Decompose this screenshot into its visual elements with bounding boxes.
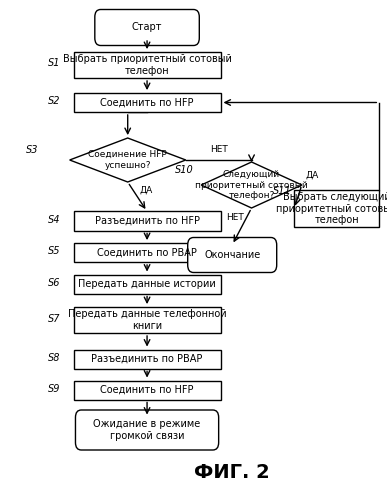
Text: ФИГ. 2: ФИГ. 2: [194, 463, 270, 482]
Text: S7: S7: [48, 314, 60, 324]
FancyBboxPatch shape: [188, 238, 277, 272]
Text: Окончание: Окончание: [204, 250, 260, 260]
Text: Выбрать приоритетный сотовый
телефон: Выбрать приоритетный сотовый телефон: [63, 54, 231, 76]
Text: Передать данные телефонной
книги: Передать данные телефонной книги: [68, 309, 226, 331]
Polygon shape: [201, 162, 302, 208]
Text: S10: S10: [175, 165, 194, 175]
Text: S2: S2: [48, 96, 60, 106]
Text: Соединить по HFP: Соединить по HFP: [100, 385, 194, 395]
Text: Соединение HFP
успешно?: Соединение HFP успешно?: [88, 150, 167, 170]
FancyBboxPatch shape: [95, 10, 199, 46]
Text: Разъединить по PBAP: Разъединить по PBAP: [91, 354, 203, 364]
Text: ДА: ДА: [139, 186, 152, 195]
Bar: [74, 52, 221, 78]
Text: Выбрать следующий
приоритетный сотовый
телефон: Выбрать следующий приоритетный сотовый т…: [276, 192, 387, 225]
Bar: [294, 190, 379, 227]
Text: S4: S4: [48, 215, 60, 225]
Bar: [74, 307, 221, 333]
Bar: [74, 212, 221, 231]
Text: S3: S3: [26, 145, 39, 155]
Text: Соединить по HFP: Соединить по HFP: [100, 98, 194, 108]
Text: Передать данные истории: Передать данные истории: [78, 279, 216, 289]
Bar: [74, 274, 221, 293]
Text: S8: S8: [48, 353, 60, 363]
Text: S6: S6: [48, 278, 60, 288]
Bar: [74, 93, 221, 112]
Text: S5: S5: [48, 246, 60, 256]
Text: Соединить по PBAP: Соединить по PBAP: [97, 248, 197, 258]
Bar: [74, 350, 221, 368]
Text: S9: S9: [48, 384, 60, 394]
FancyBboxPatch shape: [75, 410, 219, 450]
Polygon shape: [70, 138, 186, 182]
Text: Следующий
приоритетный сотовый
телефон?: Следующий приоритетный сотовый телефон?: [195, 170, 308, 200]
Text: Ожидание в режиме
громкой связи: Ожидание в режиме громкой связи: [93, 419, 201, 441]
Text: S1: S1: [48, 58, 60, 68]
Bar: [74, 243, 221, 262]
Text: НЕТ: НЕТ: [210, 145, 228, 154]
Text: Разъединить по HFP: Разъединить по HFP: [94, 216, 200, 226]
Bar: [74, 380, 221, 400]
Text: S11: S11: [274, 186, 292, 196]
Text: ДА: ДА: [306, 171, 319, 180]
Text: Старт: Старт: [132, 22, 162, 32]
Text: НЕТ: НЕТ: [226, 213, 244, 222]
